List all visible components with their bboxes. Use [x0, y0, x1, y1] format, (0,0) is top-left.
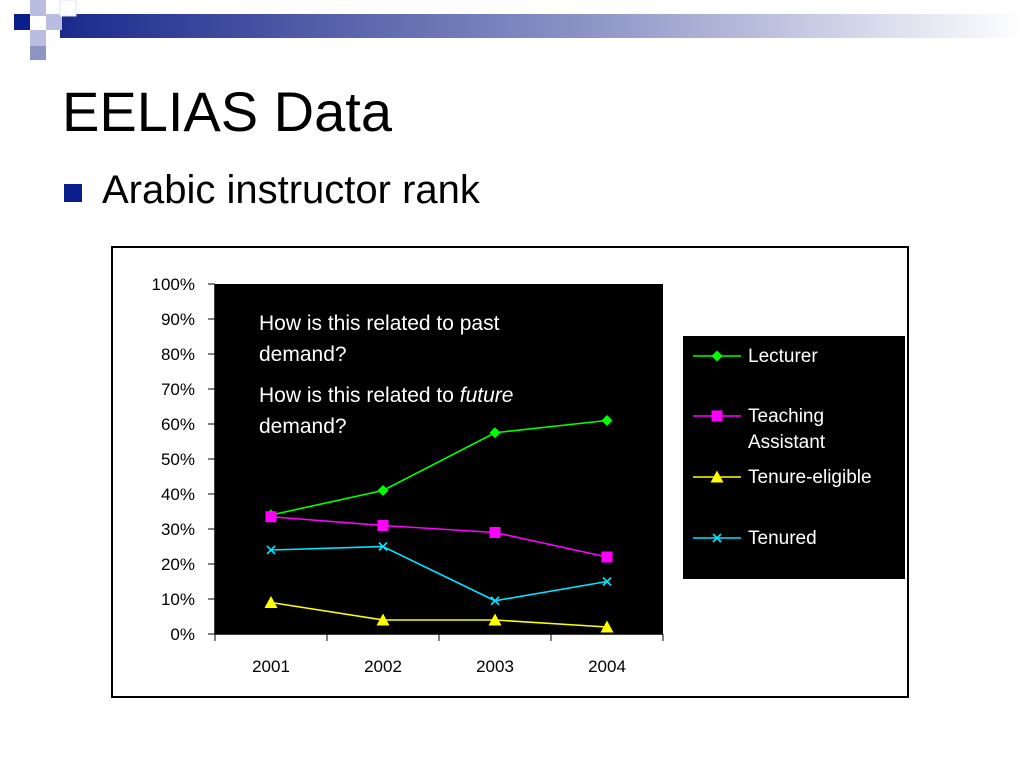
- x-tick-label: 2004: [588, 657, 626, 676]
- legend-label-line: Tenure-eligible: [748, 467, 872, 488]
- annotation-q2-prefix: How is this related to: [259, 384, 460, 407]
- annotation-q1-line2: demand?: [259, 343, 347, 366]
- data-point-tenure-eligible: [376, 613, 390, 626]
- marker-stroke: [490, 596, 500, 606]
- x-axis-ticks: 2001 2002 2003 2004: [214, 634, 664, 676]
- series-teaching-assistant: [265, 511, 613, 563]
- series-tenured: [266, 541, 612, 606]
- legend-item-tenured: Tenured: [693, 528, 817, 549]
- y-tick-label: 10%: [161, 590, 195, 609]
- annotation-q2-emphasis: future: [460, 384, 514, 407]
- legend-label: Lecturer: [748, 346, 818, 367]
- data-point-teaching-assistant: [377, 520, 389, 531]
- annotation-block: How is this related to past demand? How …: [259, 312, 513, 438]
- legend: Lecturer Teaching Assistant Tenure-eligible…: [693, 346, 872, 549]
- data-point-tenure-eligible: [488, 613, 502, 626]
- series-line-tenured: [270, 545, 608, 602]
- data-point-tenure-eligible: [264, 596, 278, 608]
- data-point-tenured: [266, 545, 276, 555]
- bullet-text: Arabic instructor rank: [102, 168, 480, 212]
- legend-swatch-marker: [710, 470, 724, 483]
- data-point-teaching-assistant: [265, 511, 277, 523]
- series-layer: [264, 415, 614, 633]
- data-point-tenure-eligible: [600, 620, 614, 633]
- marker-stroke: [378, 541, 388, 552]
- data-point-tenured: [602, 576, 612, 587]
- data-point-tenured: [490, 596, 500, 606]
- header-decoration: [14, 0, 1024, 60]
- series-line-tenure-eligible: [270, 601, 608, 628]
- data-point-lecturer: [601, 415, 613, 426]
- legend-label-line: Tenured: [748, 528, 817, 549]
- y-tick-label: 100%: [152, 275, 195, 294]
- header-square-3: [46, 14, 62, 30]
- legend-label-line: Assistant: [748, 432, 826, 453]
- marker-stroke: [266, 545, 276, 555]
- plot-area: [215, 284, 663, 634]
- legend-label: Teaching Assistant: [748, 406, 826, 453]
- chart-frame: 0% 10% 20% 30% 40% 50% 60% 70% 80% 90% 100% 2001 20…: [111, 246, 909, 698]
- bullet-marker: [64, 183, 82, 202]
- header-square-4: [30, 30, 46, 46]
- marker-stroke: [712, 533, 722, 543]
- header-gradient-bar: [60, 14, 1024, 38]
- legend-label: Tenure-eligible: [748, 467, 872, 488]
- annotation-q1-line1: How is this related to past: [259, 312, 500, 335]
- y-tick-label: 30%: [161, 520, 195, 539]
- y-tick-label: 90%: [161, 310, 195, 329]
- x-tick-label: 2003: [476, 657, 514, 676]
- legend-swatch-marker: [711, 410, 723, 422]
- data-point-tenured: [378, 541, 388, 552]
- header-square-2: [30, 0, 46, 16]
- header-square-1: [14, 14, 30, 30]
- data-point-lecturer: [377, 485, 389, 496]
- series-tenure-eligible: [264, 596, 614, 633]
- y-tick-label: 80%: [161, 345, 195, 364]
- header-square-6: [30, 46, 46, 60]
- legend-item-lecturer: Lecturer: [693, 346, 818, 367]
- x-tick-label: 2001: [252, 657, 290, 676]
- marker-stroke: [602, 576, 612, 587]
- header-square-5: [59, 0, 77, 17]
- legend-label: Tenured: [748, 528, 817, 549]
- legend-label-line: Teaching: [748, 406, 824, 427]
- series-line-teaching-assistant: [270, 515, 608, 558]
- legend-label-line: Lecturer: [748, 346, 818, 367]
- data-point-lecturer: [489, 427, 501, 439]
- legend-item-teaching-assistant: Teaching Assistant: [693, 406, 826, 453]
- legend-item-tenure-eligible: Tenure-eligible: [693, 467, 872, 488]
- legend-swatch-marker: [712, 533, 722, 543]
- annotation-q2-line2: demand?: [259, 415, 347, 438]
- y-tick-label: 40%: [161, 485, 195, 504]
- x-tick-label: 2002: [364, 657, 402, 676]
- y-tick-label: 50%: [161, 450, 195, 469]
- slide-title: EELIAS Data: [62, 80, 392, 143]
- annotation-q2-line1: How is this related to future: [259, 384, 513, 407]
- data-point-teaching-assistant: [489, 527, 501, 538]
- data-point-teaching-assistant: [601, 551, 613, 563]
- y-tick-label: 60%: [161, 415, 195, 434]
- y-tick-label: 20%: [161, 555, 195, 574]
- y-tick-label: 0%: [170, 625, 195, 644]
- bullet-item: Arabic instructor rank: [64, 168, 480, 213]
- y-axis-ticks: 0% 10% 20% 30% 40% 50% 60% 70% 80% 90% 100%: [152, 275, 215, 644]
- line-chart: 0%10%20%30%40%50%60%70%80%90%100% 2001 20…: [152, 275, 905, 676]
- series-line-lecturer: [270, 419, 608, 516]
- y-tick-label: 70%: [161, 380, 195, 399]
- legend-swatch-marker: [711, 350, 723, 362]
